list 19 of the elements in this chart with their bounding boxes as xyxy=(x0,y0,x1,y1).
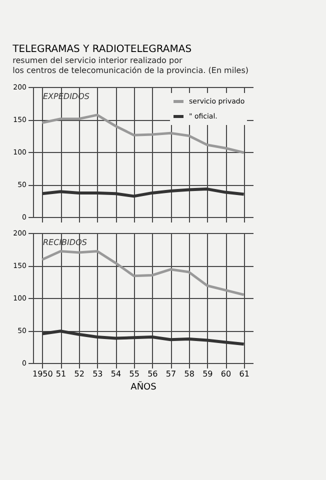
x-tick-label: 58 xyxy=(184,370,194,378)
x-tick-label: 53 xyxy=(92,370,103,378)
x-tick-label: 1950 xyxy=(32,370,53,378)
line-series xyxy=(40,188,246,198)
line-series xyxy=(40,114,246,154)
x-tick-label: 52 xyxy=(74,370,84,378)
x-tick-label: 60 xyxy=(220,370,232,378)
x-tick-label: 57 xyxy=(166,370,176,378)
line-series xyxy=(40,250,246,296)
x-axis-title: AÑOS xyxy=(130,380,157,392)
x-tick-label: 51 xyxy=(56,370,66,378)
chart-subtitle: resumen del servicio interior realizado por los centros de telecomunicación de la provincia. (En miles) xyxy=(12,56,249,75)
x-tick-label: 55 xyxy=(129,370,140,378)
line-series xyxy=(40,330,246,346)
x-tick-label: 56 xyxy=(148,370,158,378)
chart-title: TELEGRAMAS Y RADIOTELEGRAMAS xyxy=(12,44,192,55)
x-tick-label: 54 xyxy=(110,370,122,378)
x-tick-label: 61 xyxy=(239,370,250,378)
x-tick-label: 59 xyxy=(202,370,213,378)
